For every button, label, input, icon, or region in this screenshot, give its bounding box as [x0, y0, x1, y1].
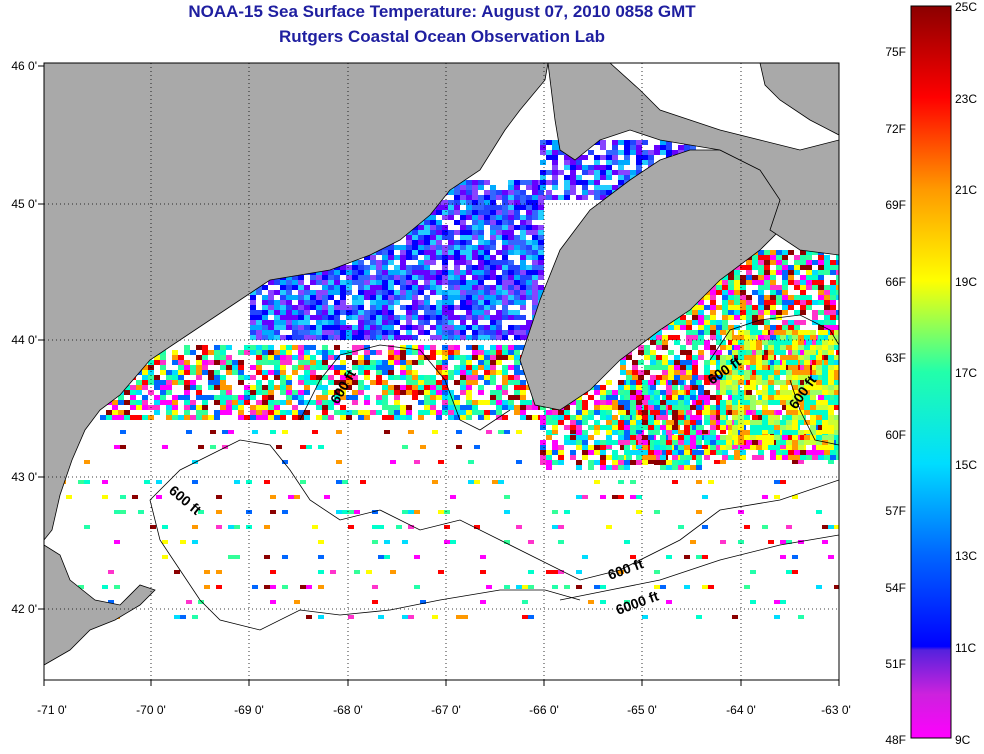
land-cape-breton: [759, 63, 839, 136]
cbar-f-label: 72F: [885, 122, 906, 136]
land-new-brunswick: [547, 63, 839, 256]
cbar-c-label: 13C: [955, 549, 977, 563]
cbar-f-label: 66F: [885, 275, 906, 289]
map-subtitle: Rutgers Coastal Ocean Observation Lab: [279, 27, 605, 46]
lon-label: -65 0': [627, 703, 657, 717]
colorbar: [910, 5, 952, 739]
cbar-f-label: 51F: [885, 657, 906, 671]
land-new-england: [44, 63, 549, 541]
land-cape-cod: [44, 544, 156, 666]
lon-label: -68 0': [333, 703, 363, 717]
cbar-c-label: 21C: [955, 183, 977, 197]
longitude-labels: -71 0' -70 0' -69 0' -68 0' -67 0' -66 0…: [37, 703, 851, 717]
lon-label: -64 0': [726, 703, 756, 717]
cbar-f-label: 48F: [885, 733, 906, 747]
cbar-c-label: 17C: [955, 366, 977, 380]
bathymetry-contours: [149, 314, 839, 631]
lon-label: -70 0': [136, 703, 166, 717]
cbar-f-label: 75F: [885, 45, 906, 59]
colorbar-fahrenheit-labels: 75F 72F 69F 66F 63F 60F 57F 54F 51F 48F: [885, 45, 906, 747]
lon-label: -66 0': [529, 703, 559, 717]
axis-ticks: [38, 65, 840, 686]
graticule: [44, 63, 839, 680]
cbar-f-label: 60F: [885, 428, 906, 442]
cbar-f-label: 69F: [885, 198, 906, 212]
lat-label: 43 0': [11, 470, 37, 484]
cbar-c-label: 11C: [955, 641, 976, 655]
cbar-f-label: 63F: [885, 351, 906, 365]
lon-label: -69 0': [234, 703, 264, 717]
cbar-c-label: 15C: [955, 458, 977, 472]
map-border: [43, 62, 840, 681]
lat-label: 42 0': [11, 602, 37, 616]
lat-label: 45 0': [11, 197, 37, 211]
lat-label: 44 0': [11, 333, 37, 347]
latitude-labels: 46 0' 45 0' 44 0' 43 0' 42 0': [11, 59, 37, 616]
lat-label: 46 0': [11, 59, 37, 73]
cbar-c-label: 19C: [955, 275, 977, 289]
land-layer: [44, 63, 839, 666]
cbar-c-label: 9C: [955, 733, 971, 747]
lon-label: -67 0': [431, 703, 461, 717]
cbar-f-label: 54F: [885, 581, 906, 595]
colorbar-celsius-labels: 25C 23C 21C 19C 17C 15C 13C 11C 9C: [955, 0, 977, 747]
cbar-f-label: 57F: [885, 504, 906, 518]
cbar-c-label: 23C: [955, 92, 977, 106]
lon-label: -71 0': [37, 703, 67, 717]
lon-label: -63 0': [821, 703, 851, 717]
cbar-c-label: 25C: [955, 0, 977, 14]
map-title: NOAA-15 Sea Surface Temperature: August …: [188, 2, 696, 21]
